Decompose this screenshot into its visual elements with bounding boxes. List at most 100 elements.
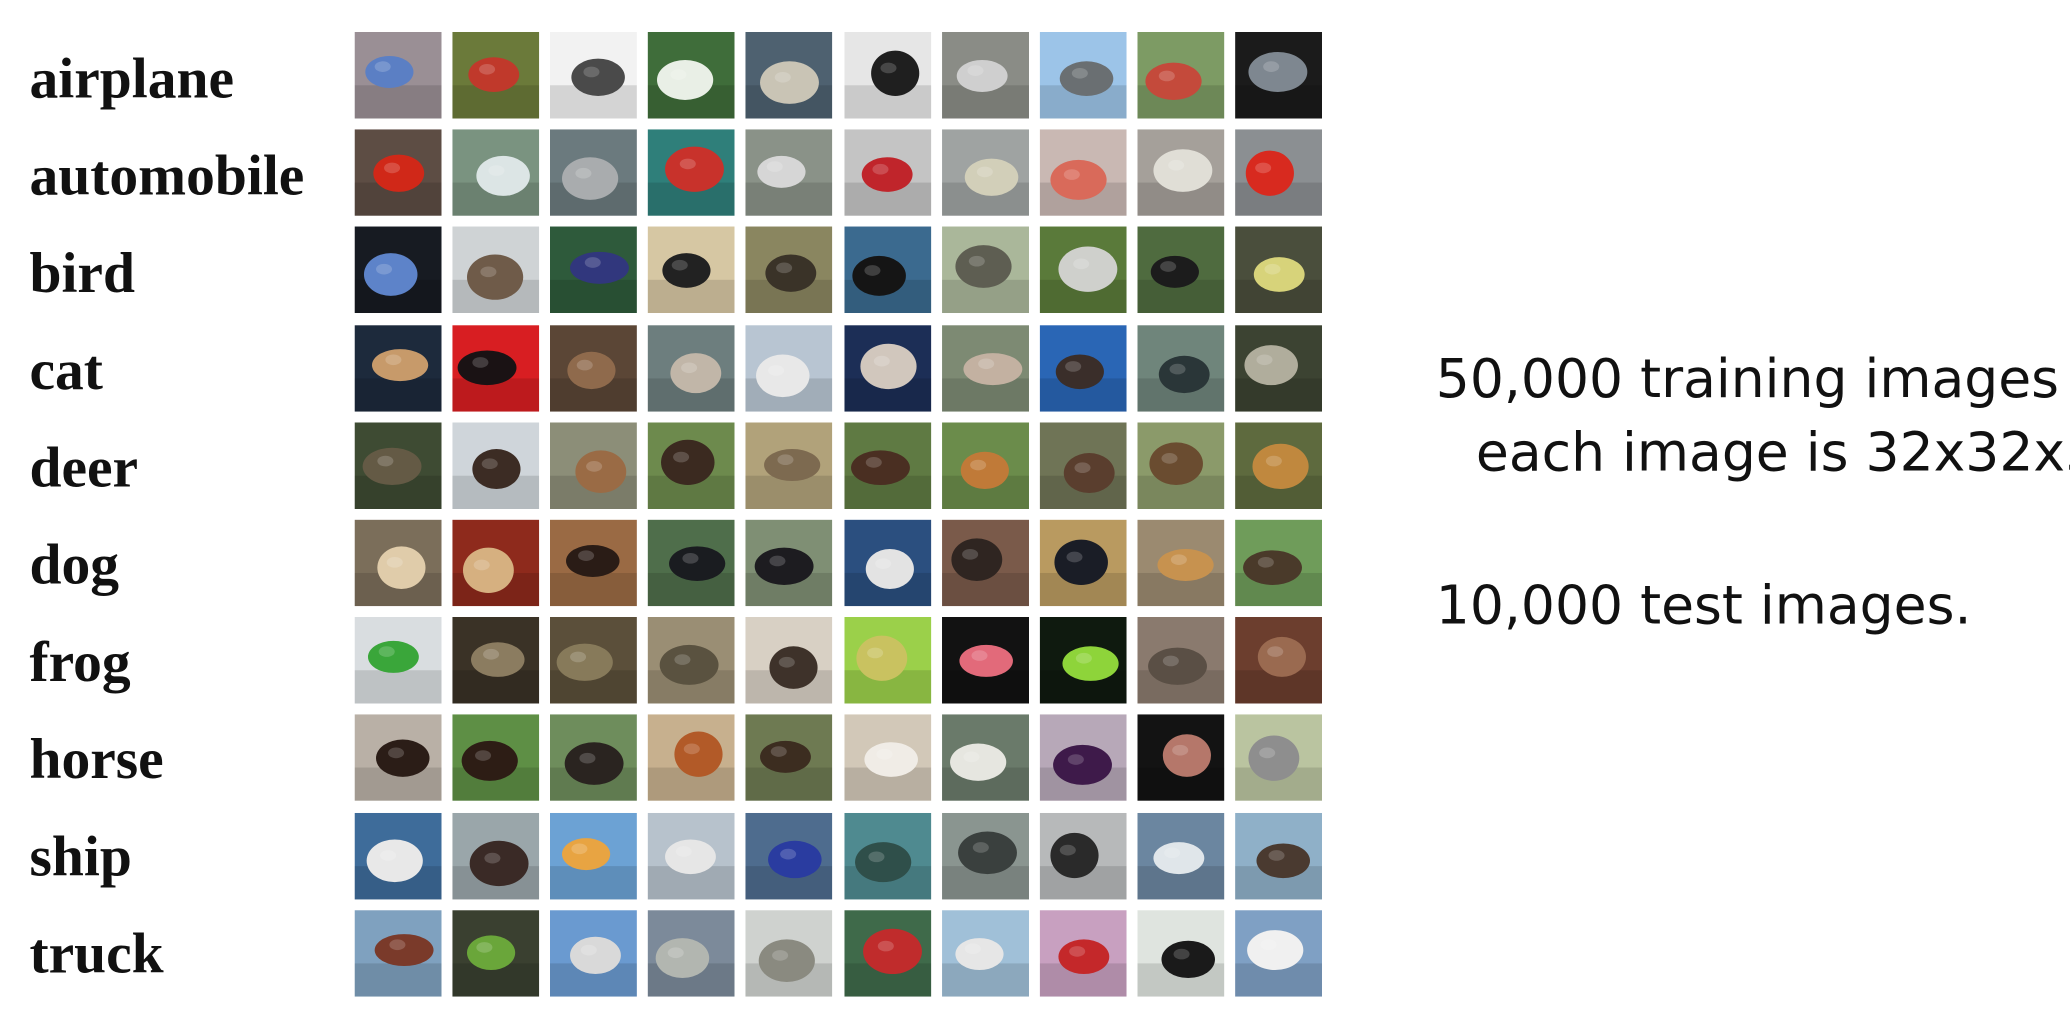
thumbnail-deer bbox=[843, 422, 931, 509]
thumbnail-image bbox=[452, 227, 540, 314]
thumbnail-image bbox=[354, 617, 442, 704]
thumbnail-subject bbox=[467, 935, 516, 970]
thumbnail-subject bbox=[768, 840, 823, 878]
thumbnail-highlight bbox=[389, 939, 406, 950]
thumbnail-highlight bbox=[1169, 363, 1186, 374]
thumbnail-dog bbox=[648, 519, 736, 607]
thumbnail-dog bbox=[941, 519, 1029, 607]
class-label-deer: deer bbox=[29, 437, 139, 500]
training-count-text: 50,000 training images bbox=[1435, 349, 2060, 411]
thumbnail-highlight bbox=[863, 265, 880, 277]
thumbnail-image bbox=[1039, 324, 1127, 412]
thumbnail-subject bbox=[769, 646, 819, 690]
thumbnail-subject bbox=[564, 742, 624, 786]
thumbnail-cat bbox=[941, 324, 1029, 412]
thumbnail-subject bbox=[373, 154, 425, 193]
thumbnail-airplane bbox=[1137, 31, 1225, 119]
thumbnail-image bbox=[1234, 519, 1322, 607]
thumbnail-subject bbox=[1246, 929, 1304, 970]
image-size-text: each image is 32x32x3 bbox=[1475, 422, 2070, 484]
thumbnail-image bbox=[745, 31, 833, 119]
thumbnail-image bbox=[843, 129, 931, 217]
thumbnail-truck bbox=[550, 909, 638, 997]
thumbnail-dog bbox=[550, 519, 638, 607]
thumbnail-image bbox=[550, 422, 638, 509]
thumbnail-image bbox=[550, 227, 638, 314]
thumbnail-image bbox=[1234, 422, 1322, 509]
thumbnail-subject bbox=[669, 546, 726, 581]
thumbnail-image bbox=[354, 227, 442, 314]
thumbnail-highlight bbox=[583, 66, 600, 78]
thumbnail-image bbox=[550, 617, 638, 704]
thumbnail-subject bbox=[1248, 736, 1300, 782]
thumbnail-image bbox=[1137, 617, 1225, 704]
class-label-airplane: airplane bbox=[29, 47, 235, 111]
thumbnail-subject bbox=[1055, 353, 1104, 389]
thumbnail-highlight bbox=[575, 168, 592, 179]
thumbnail-subject bbox=[665, 838, 717, 874]
thumbnail-highlight bbox=[1260, 939, 1277, 950]
thumbnail-image bbox=[941, 617, 1029, 704]
thumbnail-ship bbox=[550, 812, 638, 899]
thumbnail-airplane bbox=[843, 31, 931, 119]
thumbnail-bird bbox=[745, 227, 833, 314]
thumbnail-subject bbox=[1248, 51, 1308, 92]
thumbnail-subject bbox=[457, 349, 517, 385]
thumbnail-highlight bbox=[1071, 67, 1088, 79]
thumbnail-truck bbox=[1039, 909, 1127, 997]
thumbnail-ship bbox=[452, 812, 540, 899]
thumbnail-airplane bbox=[745, 31, 833, 119]
thumbnail-subject bbox=[362, 447, 422, 485]
thumbnail-highlight bbox=[488, 165, 505, 177]
thumbnail-bird bbox=[1234, 227, 1322, 314]
thumbnail-highlight bbox=[472, 356, 489, 368]
thumbnail-image bbox=[648, 714, 736, 802]
thumbnail-highlight bbox=[571, 842, 588, 854]
thumbnail-highlight bbox=[385, 353, 402, 365]
thumbnail-ship bbox=[745, 812, 833, 899]
thumbnail-image bbox=[1234, 714, 1322, 802]
thumbnail-image bbox=[648, 422, 736, 509]
thumbnail-image bbox=[648, 909, 736, 997]
thumbnail-highlight bbox=[964, 943, 981, 954]
thumbnail-image bbox=[1039, 812, 1127, 899]
thumbnail-horse bbox=[1137, 714, 1225, 802]
thumbnail-subject bbox=[854, 841, 911, 882]
thumbnail-subject bbox=[954, 245, 1012, 289]
thumbnail-airplane bbox=[1234, 31, 1322, 119]
thumbnail-image bbox=[452, 519, 540, 607]
thumbnail-highlight bbox=[871, 164, 888, 175]
thumbnail-deer bbox=[550, 422, 638, 509]
thumbnail-highlight bbox=[585, 257, 602, 269]
thumbnail-subject bbox=[950, 538, 1002, 581]
thumbnail-deer bbox=[1039, 422, 1127, 509]
thumbnail-highlight bbox=[1170, 554, 1187, 565]
thumbnail-bird bbox=[1039, 227, 1127, 314]
thumbnail-horse bbox=[1234, 714, 1322, 802]
thumbnail-bird bbox=[648, 227, 736, 314]
thumbnail-automobile bbox=[1137, 129, 1225, 217]
thumbnail-subject bbox=[863, 742, 918, 778]
thumbnail-automobile bbox=[1234, 129, 1322, 217]
thumbnail-image bbox=[550, 31, 638, 119]
thumbnail-image bbox=[1137, 519, 1225, 607]
class-label-ship: ship bbox=[29, 826, 132, 889]
thumbnail-image bbox=[648, 324, 736, 412]
thumbnail-highlight bbox=[779, 657, 796, 668]
thumbnail-highlight bbox=[670, 69, 687, 80]
thumbnail-image bbox=[1039, 909, 1127, 997]
thumbnail-frog bbox=[941, 617, 1029, 704]
thumbnail-subject bbox=[1242, 550, 1302, 585]
thumbnail-subject bbox=[1049, 832, 1099, 878]
thumbnail-highlight bbox=[1064, 360, 1081, 372]
thumbnail-image bbox=[941, 31, 1029, 119]
thumbnail-subject bbox=[764, 448, 821, 481]
thumbnail-deer bbox=[745, 422, 833, 509]
thumbnail-horse bbox=[550, 714, 638, 802]
thumbnail-highlight bbox=[769, 555, 786, 567]
thumbnail-bird bbox=[941, 227, 1029, 314]
thumbnail-image bbox=[745, 519, 833, 607]
thumbnail-image bbox=[648, 812, 736, 899]
thumbnail-bird bbox=[550, 227, 638, 314]
thumbnail-subject bbox=[859, 343, 916, 389]
